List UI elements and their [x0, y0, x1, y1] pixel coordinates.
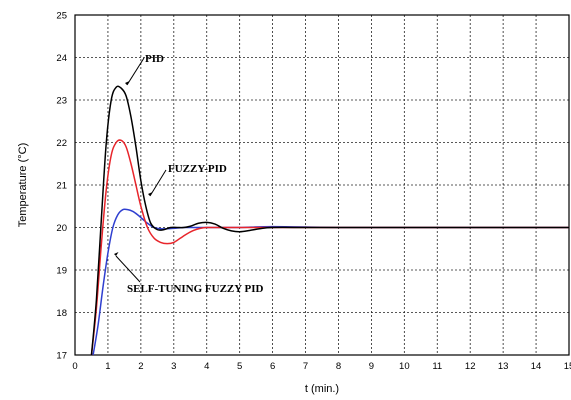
x-tick-label: 11	[432, 361, 442, 372]
annotation-leader-self-tuning-fuzzy-pid	[115, 255, 141, 283]
annotation-label-self-tuning-fuzzy-pid: SELF-TUNING FUZZY PID	[127, 283, 264, 295]
grid-lines	[75, 15, 569, 355]
x-axis-label: t (min.)	[305, 383, 339, 395]
annotation-leader-fuzzy-pid	[149, 169, 167, 197]
annotation-leader-pid	[126, 57, 145, 86]
annotation-label-pid: PID	[145, 53, 164, 65]
annotation-arrowhead-self-tuning-fuzzy-pid	[114, 252, 119, 256]
x-tick-label: 6	[270, 361, 275, 372]
series-lines	[90, 85, 569, 356]
annotation-label-fuzzy-pid: FUZZY-PID	[168, 163, 227, 175]
x-tick-label: 0	[72, 361, 77, 372]
y-tick-label: 17	[56, 351, 67, 362]
x-tick-label: 4	[204, 361, 209, 372]
x-tick-label: 14	[531, 361, 542, 372]
y-tick-label: 25	[56, 11, 67, 22]
series-line-pid	[90, 85, 569, 356]
x-tick-label: 1	[105, 361, 110, 372]
x-tick-label: 3	[171, 361, 176, 372]
annotations: PID FUZZY-PID SELF-TUNING FUZZY PID	[114, 53, 264, 295]
x-tick-label: 7	[303, 361, 308, 372]
x-tick-label: 2	[138, 361, 143, 372]
y-tick-labels: 17 18 19 20 21 22 23 24 25	[56, 11, 67, 362]
x-tick-labels: 0123456789101112131415	[72, 361, 571, 372]
y-axis-label: Temperature (°C)	[17, 143, 29, 227]
y-tick-label: 19	[56, 266, 67, 277]
annotation-arrowhead-fuzzy-pid	[148, 192, 153, 196]
x-tick-label: 10	[399, 361, 410, 372]
annotation-arrowhead-pid	[125, 81, 130, 85]
series-line-fuzzy-pid	[90, 139, 569, 356]
plot-frame	[74, 14, 570, 356]
y-tick-label: 22	[56, 138, 67, 149]
y-tick-label: 23	[56, 96, 67, 107]
y-tick-label: 24	[56, 53, 67, 64]
x-tick-label: 15	[564, 361, 571, 372]
x-tick-label: 12	[465, 361, 476, 372]
y-tick-label: 20	[56, 223, 67, 234]
x-tick-label: 9	[369, 361, 374, 372]
x-tick-label: 13	[498, 361, 509, 372]
x-tick-label: 8	[336, 361, 341, 372]
y-tick-label: 18	[56, 308, 67, 319]
x-tick-label: 5	[237, 361, 242, 372]
y-tick-label: 21	[56, 181, 67, 192]
